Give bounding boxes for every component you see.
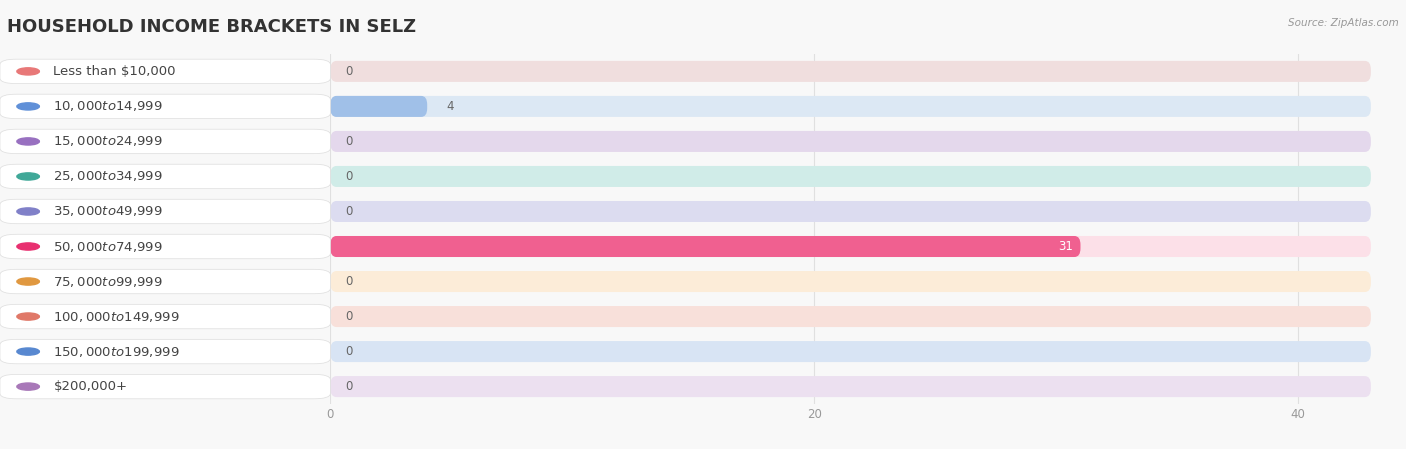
Text: 0: 0: [344, 275, 353, 288]
Text: $200,000+: $200,000+: [53, 380, 128, 393]
Text: 0: 0: [344, 310, 353, 323]
Text: $100,000 to $149,999: $100,000 to $149,999: [53, 309, 180, 324]
Text: 0: 0: [344, 345, 353, 358]
Text: $10,000 to $14,999: $10,000 to $14,999: [53, 99, 163, 114]
Text: 0: 0: [344, 65, 353, 78]
Text: HOUSEHOLD INCOME BRACKETS IN SELZ: HOUSEHOLD INCOME BRACKETS IN SELZ: [7, 18, 416, 36]
Text: $35,000 to $49,999: $35,000 to $49,999: [53, 204, 163, 219]
FancyBboxPatch shape: [330, 376, 1371, 397]
FancyBboxPatch shape: [330, 166, 1371, 187]
Text: $50,000 to $74,999: $50,000 to $74,999: [53, 239, 163, 254]
Text: $25,000 to $34,999: $25,000 to $34,999: [53, 169, 163, 184]
FancyBboxPatch shape: [330, 306, 1371, 327]
Text: $15,000 to $24,999: $15,000 to $24,999: [53, 134, 163, 149]
FancyBboxPatch shape: [330, 96, 1371, 117]
Text: Less than $10,000: Less than $10,000: [53, 65, 176, 78]
Text: $150,000 to $199,999: $150,000 to $199,999: [53, 344, 180, 359]
Text: 4: 4: [447, 100, 454, 113]
Text: 0: 0: [344, 170, 353, 183]
Text: 31: 31: [1059, 240, 1073, 253]
FancyBboxPatch shape: [330, 271, 1371, 292]
Text: 0: 0: [344, 380, 353, 393]
Text: Source: ZipAtlas.com: Source: ZipAtlas.com: [1288, 18, 1399, 28]
Text: 0: 0: [344, 135, 353, 148]
FancyBboxPatch shape: [330, 236, 1371, 257]
FancyBboxPatch shape: [330, 96, 427, 117]
Text: 0: 0: [344, 205, 353, 218]
FancyBboxPatch shape: [330, 131, 1371, 152]
FancyBboxPatch shape: [330, 341, 1371, 362]
FancyBboxPatch shape: [330, 236, 1080, 257]
Text: $75,000 to $99,999: $75,000 to $99,999: [53, 274, 163, 289]
FancyBboxPatch shape: [330, 201, 1371, 222]
FancyBboxPatch shape: [330, 61, 1371, 82]
